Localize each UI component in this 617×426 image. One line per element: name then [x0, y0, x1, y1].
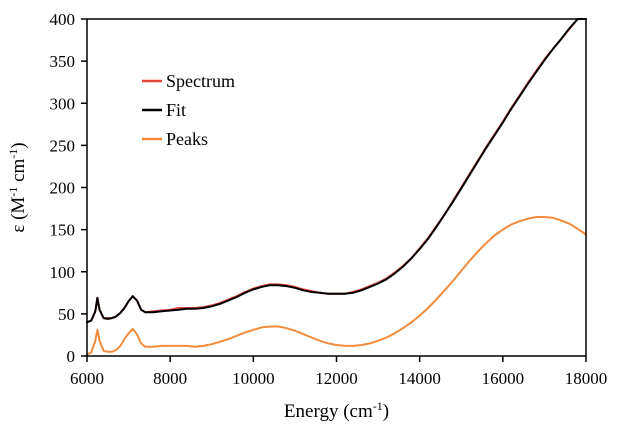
legend-label-spectrum: Spectrum [166, 71, 235, 91]
y-tick-label: 250 [50, 136, 76, 155]
x-ticks: 6000 8000 10000 12000 14000 16000 18000 [70, 356, 607, 388]
y-axis-label: ε (M-1 cm-1) [6, 142, 29, 232]
series-spectrum-line [86, 18, 587, 324]
y-tick-label: 400 [50, 10, 76, 29]
y-tick-label: 50 [58, 305, 75, 324]
x-axis-label: Energy (cm-1) [284, 399, 389, 422]
x-tick-label: 8000 [153, 369, 187, 388]
series-peaks-line [86, 216, 587, 356]
x-tick-label: 12000 [315, 369, 358, 388]
y-tick-label: 150 [50, 221, 76, 240]
y-tick-label: 100 [50, 263, 76, 282]
legend: Spectrum Fit Peaks [142, 71, 235, 149]
x-tick-label: 16000 [482, 369, 525, 388]
x-tick-label: 18000 [565, 369, 608, 388]
plot-area: 6000 8000 10000 12000 14000 16000 18000 0 50 100… [50, 10, 608, 388]
x-tick-label: 6000 [70, 369, 104, 388]
y-tick-label: 300 [50, 94, 76, 113]
legend-label-fit: Fit [166, 100, 186, 120]
series-fit-line [86, 18, 587, 324]
y-tick-label: 200 [50, 179, 76, 198]
x-tick-label: 14000 [398, 369, 441, 388]
y-tick-label: 0 [67, 347, 76, 366]
series-layer [86, 18, 587, 356]
y-ticks: 0 50 100 150 200 250 300 350 400 [50, 10, 87, 366]
x-tick-label: 10000 [232, 369, 275, 388]
legend-label-peaks: Peaks [166, 129, 208, 149]
y-tick-label: 350 [50, 52, 76, 71]
